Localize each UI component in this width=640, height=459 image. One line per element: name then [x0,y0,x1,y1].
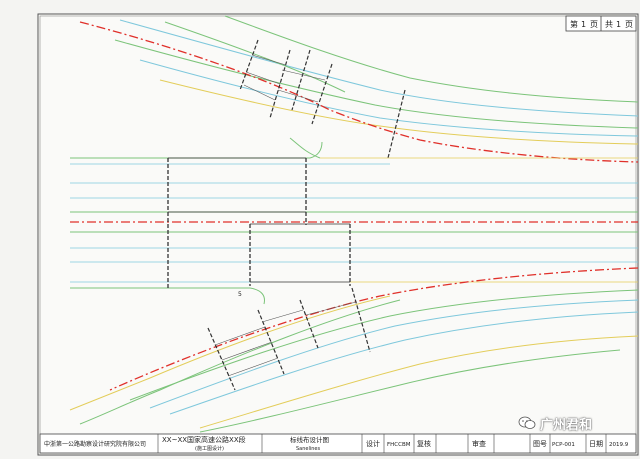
sheet-label-a: 第 [570,19,578,29]
company-name: 中浙第一公路勘察设计研究院有限公司 [44,440,146,448]
sheet-label-b: 共 [605,20,613,29]
sheet-unit-b: 页 [625,20,633,29]
sheet-number-box: 第 1 页 共 1 页 [565,15,637,32]
design-label: 设计 [366,439,380,448]
upper-ramp [79,15,639,163]
lower-gantry-crossbars [214,301,357,377]
drawing-title: 标线布设计图 [290,435,329,444]
sheet-frame [37,13,639,456]
approve-label: 审查 [472,439,486,448]
watermark: 广州君和 [518,413,636,433]
date-value: 2019.9 [609,442,629,448]
review-label: 复核 [417,439,431,448]
upper-gantry-crossbars [243,54,326,103]
small-sign-label: 5 [238,291,242,298]
drawing-no-value: PCP-001 [552,442,575,448]
lower-gantries [207,287,371,391]
project-stage: (施工图设计) [195,445,224,452]
watermark-text: 广州君和 [540,417,593,433]
sheet-unit-a: 页 [590,20,598,29]
title-block: 中浙第一公路勘察设计研究院有限公司 XX~XX国家高速公路XX段 (施工图设计)… [39,433,637,454]
lower-ramp [69,267,639,433]
design-value: FHCCBM [387,442,411,448]
wechat-icon [518,416,536,429]
upper-gantries [239,39,406,159]
project-name: XX~XX国家高速公路XX段 [162,435,246,444]
sheet-page-b: 1 [616,20,621,29]
drawing-title-en: Sanelines [296,446,321,452]
date-label: 日期 [589,440,603,448]
main-gantries [167,157,351,288]
sheet-page-a: 1 [581,20,586,29]
drawing-no-label: 图号 [533,440,547,448]
main-road [70,141,638,305]
